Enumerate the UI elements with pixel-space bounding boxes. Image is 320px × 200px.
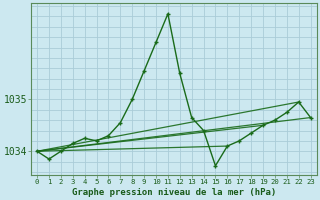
X-axis label: Graphe pression niveau de la mer (hPa): Graphe pression niveau de la mer (hPa) — [72, 188, 276, 197]
